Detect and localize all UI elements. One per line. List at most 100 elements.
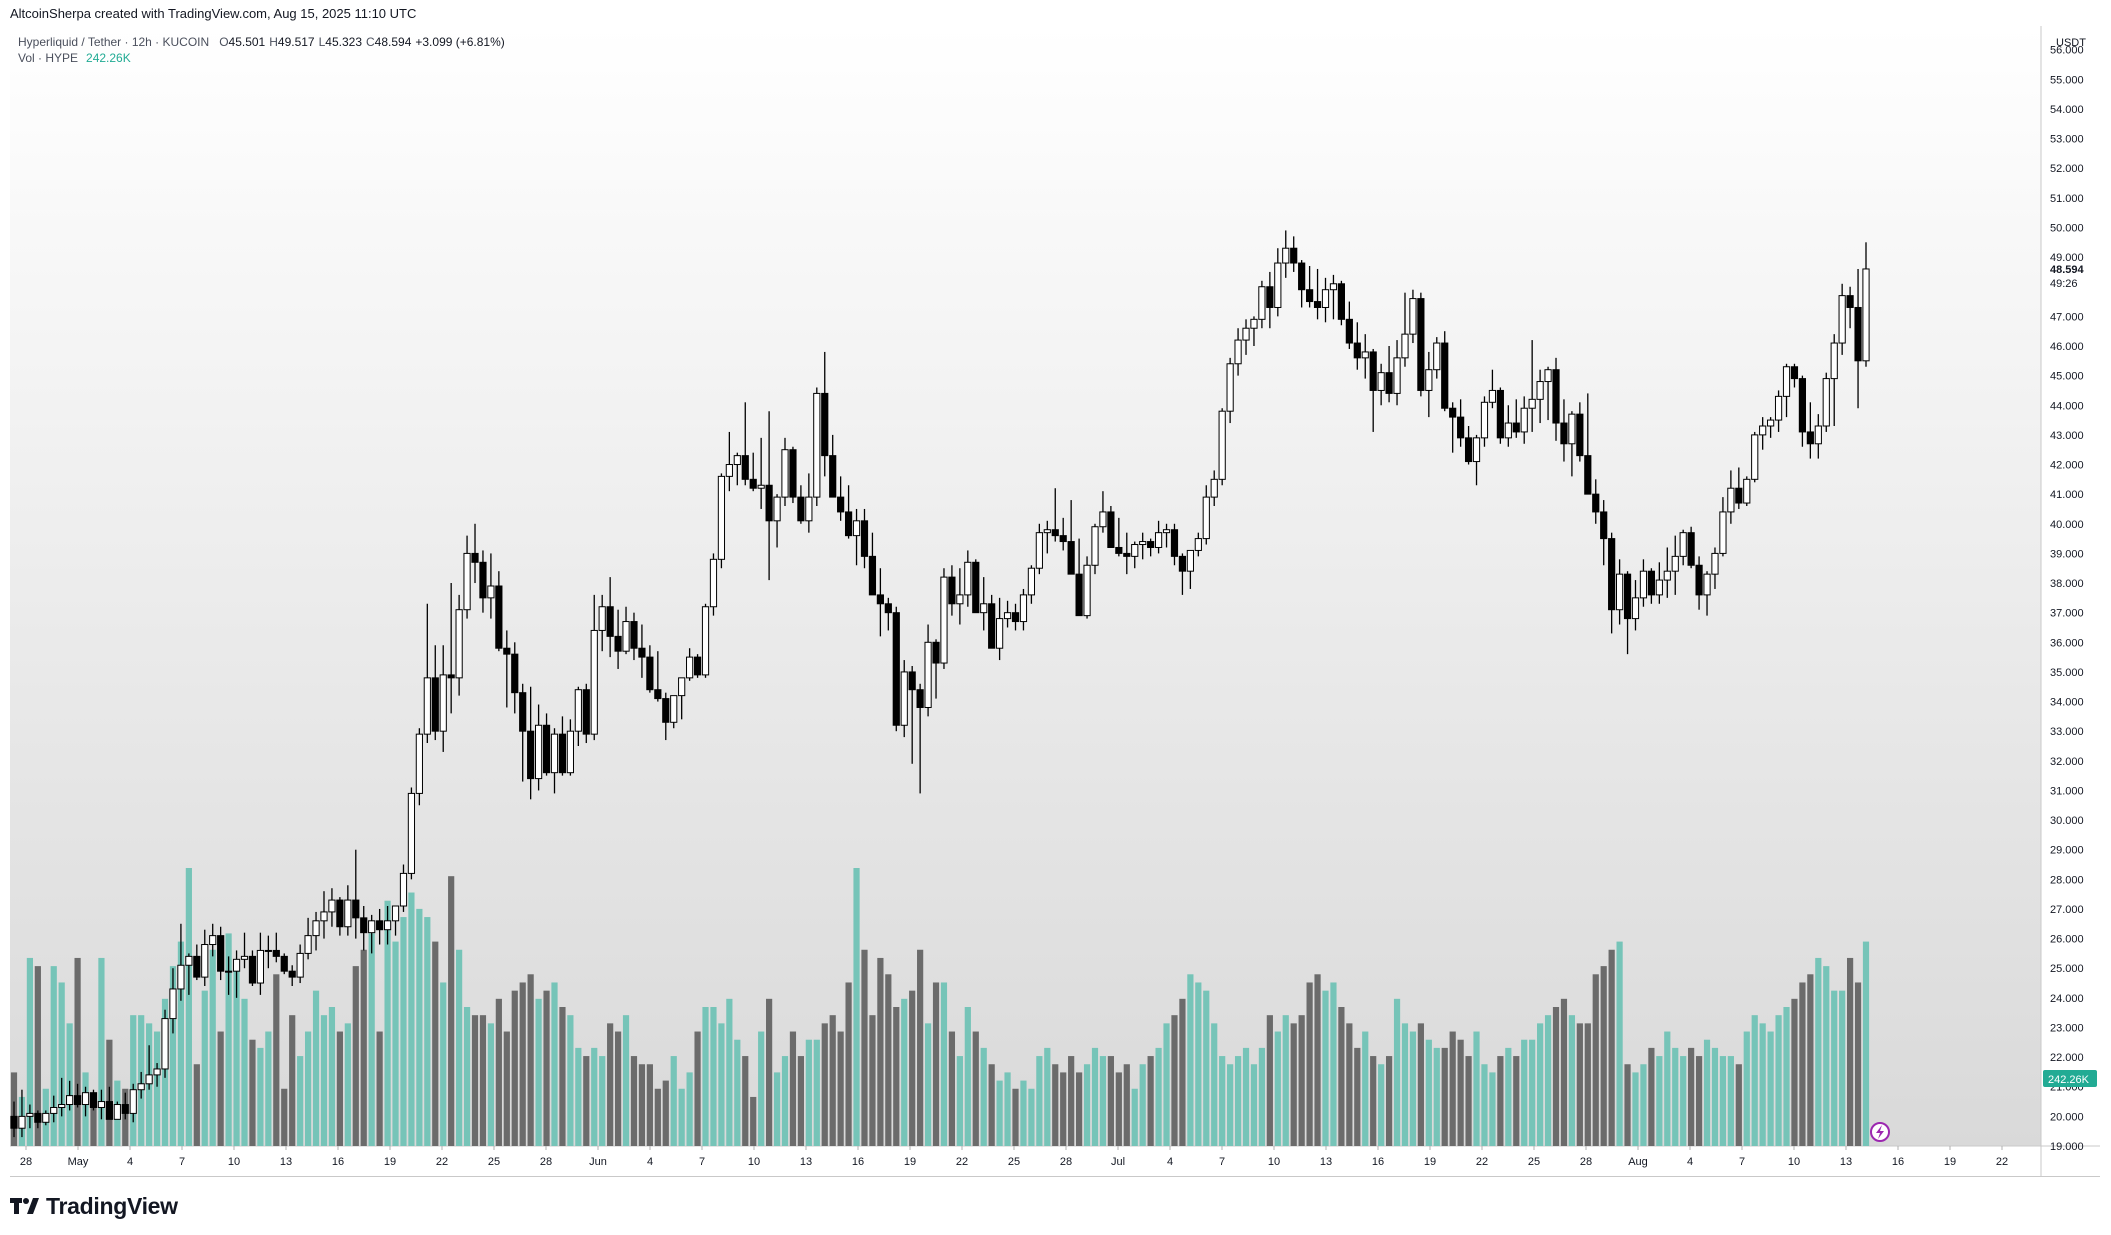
candle-body <box>964 561 972 596</box>
volume-bar <box>1505 1047 1512 1146</box>
price-tick-label: 28.000 <box>2050 874 2084 886</box>
volume-bar <box>686 1072 693 1146</box>
volume-bar <box>241 998 248 1146</box>
candle-body <box>1520 407 1528 433</box>
volume-bar <box>1401 1023 1409 1146</box>
volume-label[interactable]: Vol · HYPE <box>18 51 79 65</box>
candle-body <box>860 520 869 557</box>
candle-body <box>1616 573 1624 611</box>
candle-body <box>1083 564 1091 617</box>
volume-bar <box>487 1023 495 1146</box>
volume-bar <box>1179 998 1186 1146</box>
candle-body <box>1393 357 1401 394</box>
candle-body <box>161 1018 169 1070</box>
time-tick-label: 13 <box>800 1156 812 1168</box>
candle-body <box>1552 369 1560 424</box>
candle-body <box>1250 318 1258 329</box>
candle-body <box>18 1115 26 1129</box>
candle-body <box>1814 425 1822 445</box>
candle-body <box>837 496 845 513</box>
candle-body <box>1806 431 1814 445</box>
candle-body <box>535 724 543 780</box>
time-tick-label: 19 <box>384 1156 396 1168</box>
volume-bar <box>750 1096 757 1146</box>
candle-body <box>1162 529 1171 534</box>
volume-bar <box>1799 982 1806 1146</box>
volume-bar <box>130 1015 137 1146</box>
volume-bar <box>559 1007 566 1146</box>
candle-body <box>225 970 233 973</box>
candle-body <box>185 955 193 966</box>
volume-bar <box>495 998 502 1146</box>
volume-bar <box>1680 1056 1687 1146</box>
volume-bar <box>185 868 192 1146</box>
candle-body <box>821 392 829 457</box>
volume-bar <box>1338 1007 1345 1146</box>
volume-bar <box>471 1015 479 1146</box>
volume-bar <box>392 941 399 1146</box>
chart-bottom-border <box>10 1176 2100 1177</box>
time-tick-label: May <box>68 1156 89 1168</box>
candle-body <box>1178 555 1187 572</box>
volume-bar <box>511 990 518 1146</box>
close-value: C48.594 <box>366 35 412 49</box>
candle-body <box>1059 535 1067 543</box>
candle-body <box>1385 372 1393 394</box>
candle-body <box>717 475 726 560</box>
candle-body <box>1194 538 1202 551</box>
volume-bar <box>607 1023 614 1146</box>
volume-bar <box>1688 1047 1695 1146</box>
volume-bar <box>344 1023 351 1146</box>
price-tick-label: 51.000 <box>2050 193 2084 205</box>
candle-body <box>1751 434 1759 480</box>
price-tick-label: 34.000 <box>2050 697 2084 709</box>
volume-bar <box>1672 1047 1679 1146</box>
candle-body <box>1480 401 1489 439</box>
candle-body <box>455 609 463 679</box>
time-tick-label: 19 <box>904 1156 916 1168</box>
candle-body <box>1123 552 1131 557</box>
volume-bar <box>773 1072 781 1146</box>
candle-body <box>471 552 479 563</box>
price-tick-label: 49.000 <box>2050 252 2084 264</box>
candle-body <box>1242 327 1250 341</box>
tradingview-logo[interactable]: TradingView <box>10 1192 178 1220</box>
volume-bar <box>996 1080 1003 1146</box>
candle-body <box>686 656 694 679</box>
candle-body <box>137 1083 145 1091</box>
candle-body <box>606 606 614 637</box>
volume-bar <box>424 917 431 1146</box>
candle-body <box>701 606 710 676</box>
volume-bar <box>1839 990 1846 1146</box>
time-tick-label: 16 <box>1372 1156 1384 1168</box>
volume-bar <box>718 1023 725 1146</box>
volume-bar <box>1370 1056 1377 1146</box>
candle-body <box>1202 496 1210 540</box>
volume-bar <box>781 1056 789 1146</box>
price-tick-label: 39.000 <box>2050 548 2084 560</box>
time-tick-label: Jun <box>589 1156 607 1168</box>
volume-bar <box>853 868 860 1146</box>
candle-body <box>598 606 606 631</box>
candle-body <box>81 1092 90 1106</box>
candle-body <box>1417 298 1425 391</box>
volume-bar <box>829 1015 836 1146</box>
volume-bar <box>813 1039 820 1146</box>
candle-body <box>646 656 654 691</box>
candle-body <box>1067 541 1075 575</box>
volume-bar <box>416 908 423 1146</box>
candle-body <box>1131 544 1139 557</box>
last-price-label: 48.594 <box>2050 264 2085 276</box>
volume-bar <box>1409 1031 1417 1146</box>
volume-bar <box>1354 1047 1361 1146</box>
volume-bar <box>766 998 773 1146</box>
volume-bar <box>1648 1047 1655 1146</box>
volume-bar <box>1664 1031 1671 1146</box>
time-tick-label: 13 <box>1840 1156 1852 1168</box>
symbol-label[interactable]: Hyperliquid / Tether · 12h · KUCOIN <box>18 35 210 49</box>
volume-bar <box>1290 1023 1297 1146</box>
candle-body <box>1528 398 1536 409</box>
volume-bar <box>408 892 415 1146</box>
volume-bar <box>1775 1015 1782 1146</box>
